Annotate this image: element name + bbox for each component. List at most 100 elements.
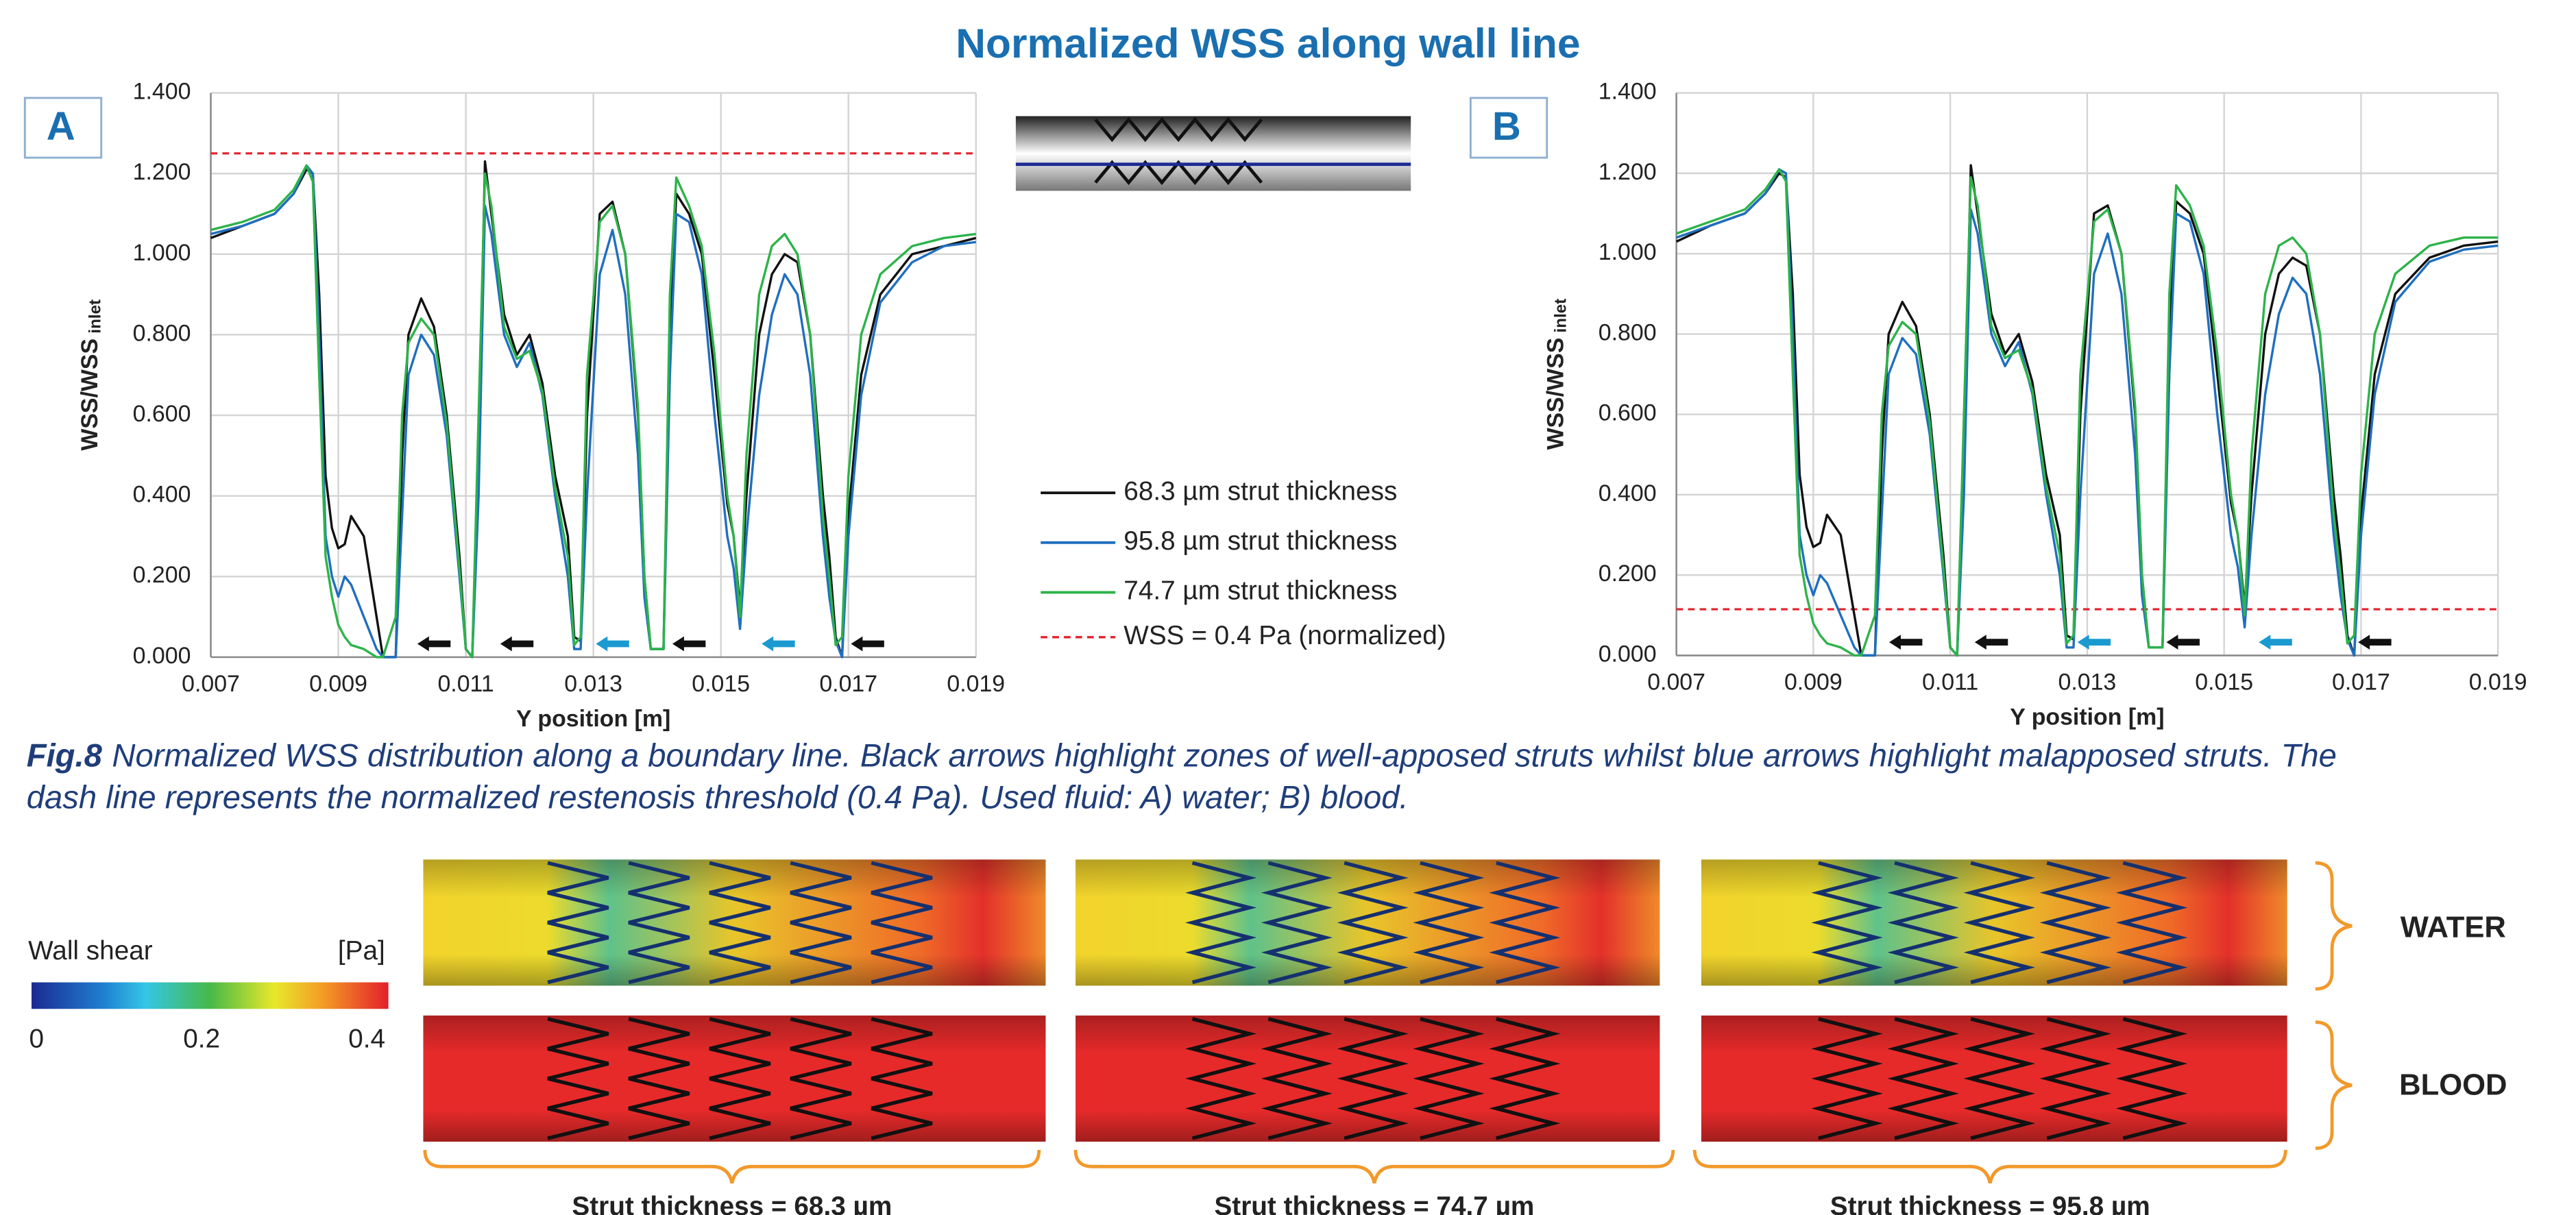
colorbar-tick-label: 0 (29, 1024, 44, 1053)
arrow (851, 636, 884, 652)
arrow (1888, 635, 1923, 650)
y-tick-label: 0.200 (1599, 561, 1657, 587)
y-axis-label-sub: inlet (86, 299, 105, 334)
strut (628, 1017, 690, 1140)
arrow (672, 636, 706, 652)
strut (1261, 861, 1333, 985)
strut (1489, 1017, 1561, 1140)
y-tick-label: 0.800 (1599, 319, 1657, 345)
y-tick-label: 0.400 (133, 482, 191, 508)
y-tick-label: 1.400 (133, 79, 191, 105)
y-axis-label-sub: inlet (1552, 299, 1570, 333)
caption-label: Fig.8 (27, 738, 103, 774)
y-tick-label: 0.800 (133, 320, 191, 346)
strut (1337, 861, 1409, 985)
y-tick-label: 1.200 (1599, 159, 1657, 185)
column-label: Strut thickness = 74.7 µm (1214, 1192, 1534, 1215)
panel-label: A (47, 104, 75, 149)
x-tick-label: 0.013 (564, 671, 622, 697)
figure-title: Normalized WSS along wall line (956, 20, 1580, 66)
strut (2039, 1017, 2112, 1140)
y-tick-label: 0.000 (133, 643, 191, 669)
strut (1963, 1017, 2035, 1140)
y-tick-label: 1.000 (1599, 239, 1657, 265)
braces (423, 861, 2353, 1184)
x-tick-label: 0.013 (2058, 670, 2117, 696)
strut (1887, 1017, 1959, 1140)
strut (709, 861, 771, 985)
series-line (1676, 168, 2499, 657)
x-tick-label: 0.007 (1647, 670, 1705, 696)
y-axis-label-main: WSS/WSS (1542, 338, 1568, 450)
arrow (2166, 635, 2200, 650)
strut (709, 1017, 771, 1140)
series-line (210, 164, 976, 659)
column-label: Strut thickness = 95.8 µm (1830, 1192, 2150, 1215)
caption-line: Fig.8 Normalized WSS distribution along a… (27, 738, 2337, 774)
strut (1413, 1017, 1485, 1140)
strut (1413, 861, 1485, 985)
arrow (1974, 635, 2008, 650)
y-tick-label: 0.200 (133, 562, 191, 588)
strut (790, 861, 852, 985)
inset-image (1015, 116, 1411, 191)
strut (628, 861, 690, 985)
caption-line: dash line represents the normalized rest… (27, 780, 1409, 816)
y-tick-label: 1.200 (133, 159, 191, 185)
panel-box (1469, 97, 1548, 159)
panel-box (23, 97, 103, 159)
x-tick-label: 0.011 (1922, 670, 1978, 696)
vessel-shade (1701, 1015, 2287, 1142)
strut (1489, 861, 1561, 985)
x-axis-label: Y position [m] (2010, 704, 2164, 730)
strut (1811, 1017, 1883, 1140)
x-tick-label: 0.015 (2195, 670, 2253, 696)
y-tick-label: 1.400 (1599, 79, 1657, 105)
strut (1185, 1017, 1257, 1140)
legend-label: 68.3 µm strut thickness (1123, 476, 1397, 506)
strut (1963, 861, 2035, 985)
y-axis-label: WSS/WSS inlet (1542, 299, 1570, 450)
vessel-shade (1076, 859, 1660, 986)
y-axis-label-main: WSS/WSS (77, 339, 103, 451)
y-tick-label: 1.000 (133, 240, 191, 266)
x-tick-label: 0.017 (2332, 670, 2390, 696)
arrow (2358, 635, 2392, 650)
y-tick-label: 0.600 (1599, 400, 1657, 426)
column-label: Strut thickness = 68.3 µm (572, 1192, 892, 1215)
x-tick-label: 0.011 (437, 671, 494, 697)
strut (1261, 1017, 1333, 1140)
arrow (417, 636, 451, 652)
strut (2115, 861, 2188, 985)
strut (1337, 1017, 1409, 1140)
x-tick-label: 0.009 (1784, 670, 1843, 696)
x-tick-label: 0.019 (947, 671, 1005, 697)
strut (871, 1017, 933, 1140)
vessel-shade (423, 1015, 1046, 1142)
arrow (500, 636, 534, 652)
y-tick-label: 0.000 (1599, 641, 1657, 667)
x-tick-label: 0.017 (819, 671, 877, 697)
colorbar-tick-label: 0.2 (183, 1024, 220, 1053)
strut (1811, 861, 1883, 985)
legend-label: WSS = 0.4 Pa (normalized) (1123, 621, 1446, 650)
legend-label: 95.8 µm strut thickness (1123, 526, 1397, 556)
strut (2115, 1017, 2188, 1140)
strut (871, 861, 933, 985)
arrow (2077, 635, 2111, 650)
colorbar-title: Wall shear (28, 936, 153, 966)
vessel-shade (1076, 1015, 1660, 1142)
strut (790, 1017, 852, 1140)
arrow (2259, 635, 2292, 650)
x-tick-label: 0.015 (692, 671, 750, 697)
x-axis-label: Y position [m] (516, 706, 670, 732)
arrow (596, 636, 629, 652)
strut (1185, 861, 1257, 985)
x-tick-label: 0.009 (309, 671, 367, 697)
series-line (210, 164, 976, 659)
strut (1887, 861, 1959, 985)
y-axis-label: WSS/WSS inlet (77, 299, 105, 451)
y-tick-label: 0.400 (1599, 480, 1657, 506)
